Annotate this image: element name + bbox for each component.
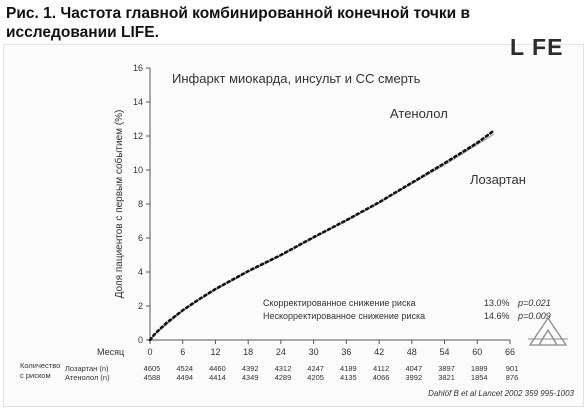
y-tick-label: 10: [133, 165, 143, 175]
risk-table-cell: 4247: [307, 364, 324, 373]
life-study-logo: L FE: [510, 34, 564, 60]
x-tick-label: 24: [276, 347, 286, 357]
emblem-icon: [528, 316, 568, 346]
adjusted-risk-p: p=0.021: [517, 298, 551, 308]
y-axis-label: Доля пациентов с первым событием (%): [113, 110, 125, 299]
series-line-losartan: [148, 129, 495, 342]
risk-table-cell: 3992: [405, 373, 422, 382]
risk-table-cell: 4289: [275, 373, 292, 382]
risk-table-row-label: Атенолол (n): [65, 373, 110, 382]
risk-table-cell: 1854: [471, 373, 488, 382]
unadjusted-risk-p: p=0.009: [517, 311, 551, 321]
x-tick-label: 42: [374, 347, 384, 357]
series-label-atenolol: Атенолол: [390, 106, 448, 121]
risk-table-cell: 4312: [275, 364, 292, 373]
chart-subtitle: Инфаркт миокарда, инсульт и СС смерть: [172, 71, 421, 86]
risk-table-cell: 4349: [242, 373, 259, 382]
risk-table-cell: 4588: [144, 373, 161, 382]
x-tick-label: 12: [210, 347, 220, 357]
y-tick-label: 16: [133, 63, 143, 73]
x-tick-label: 48: [407, 347, 417, 357]
risk-table-cell: 3897: [438, 364, 455, 373]
risk-table-cell: 4189: [340, 364, 357, 373]
unadjusted-risk-label: Нескорректированное снижение риска: [263, 311, 425, 321]
y-tick-label: 12: [133, 131, 143, 141]
risk-table-cell: 4414: [209, 373, 226, 382]
risk-table-cell: 4494: [176, 373, 193, 382]
chart-panel: [3, 44, 584, 407]
risk-table-header-line1: Количество: [20, 361, 60, 370]
risk-table-cell: 4392: [242, 364, 259, 373]
x-tick-label: 0: [147, 347, 152, 357]
unadjusted-risk-value: 14.6%: [484, 311, 510, 321]
risk-table-cell: 4047: [405, 364, 422, 373]
risk-table-cell: 4460: [209, 364, 226, 373]
y-tick-label: 2: [138, 301, 143, 311]
risk-table-header-line2: с риском: [20, 371, 51, 380]
risk-table-cell: 901: [506, 364, 519, 373]
x-tick-label: 54: [440, 347, 450, 357]
x-tick-label: 6: [180, 347, 185, 357]
adjusted-risk-value: 13.0%: [484, 298, 510, 308]
figure-title-line2: исследовании LIFE.: [6, 24, 159, 41]
risk-table-cell: 4524: [176, 364, 193, 373]
risk-table-row-label: Лозартан (n): [65, 364, 109, 373]
x-tick-label: 36: [341, 347, 351, 357]
risk-table-cell: 4066: [373, 373, 390, 382]
x-axis-label: Месяц: [97, 347, 124, 357]
x-tick-label: 30: [309, 347, 319, 357]
y-tick-label: 8: [138, 199, 143, 209]
y-tick-label: 4: [138, 267, 143, 277]
risk-table-cell: 876: [506, 373, 519, 382]
x-tick-label: 60: [472, 347, 482, 357]
citation: Dahlöf B et al Lancet 2002 359 995-1003: [428, 389, 574, 398]
y-tick-label: 14: [133, 97, 143, 107]
figure-title: Рис. 1. Частота главной комбинированной …: [6, 4, 584, 42]
figure-title-line1: Рис. 1. Частота главной комбинированной …: [6, 5, 471, 22]
x-tick-label: 18: [243, 347, 253, 357]
risk-table-cell: 4112: [373, 364, 389, 373]
risk-table-cell: 1889: [471, 364, 488, 373]
chart-labels: Инфаркт миокарда, инсульт и СС смерть Ате…: [97, 71, 575, 398]
risk-table-cell: 3821: [438, 373, 455, 382]
y-tick-label: 6: [138, 233, 143, 243]
adjusted-risk-label: Скорректированное снижение риска: [263, 298, 416, 308]
risk-table-cell: 4605: [144, 364, 161, 373]
risk-table-cell: 4135: [340, 373, 357, 382]
risk-table-cell: 4205: [307, 373, 324, 382]
y-tick-label: 0: [138, 335, 143, 345]
series-label-losartan: Лозартан: [470, 172, 526, 187]
x-tick-label: 66: [505, 347, 515, 357]
chart-series: [148, 129, 495, 342]
